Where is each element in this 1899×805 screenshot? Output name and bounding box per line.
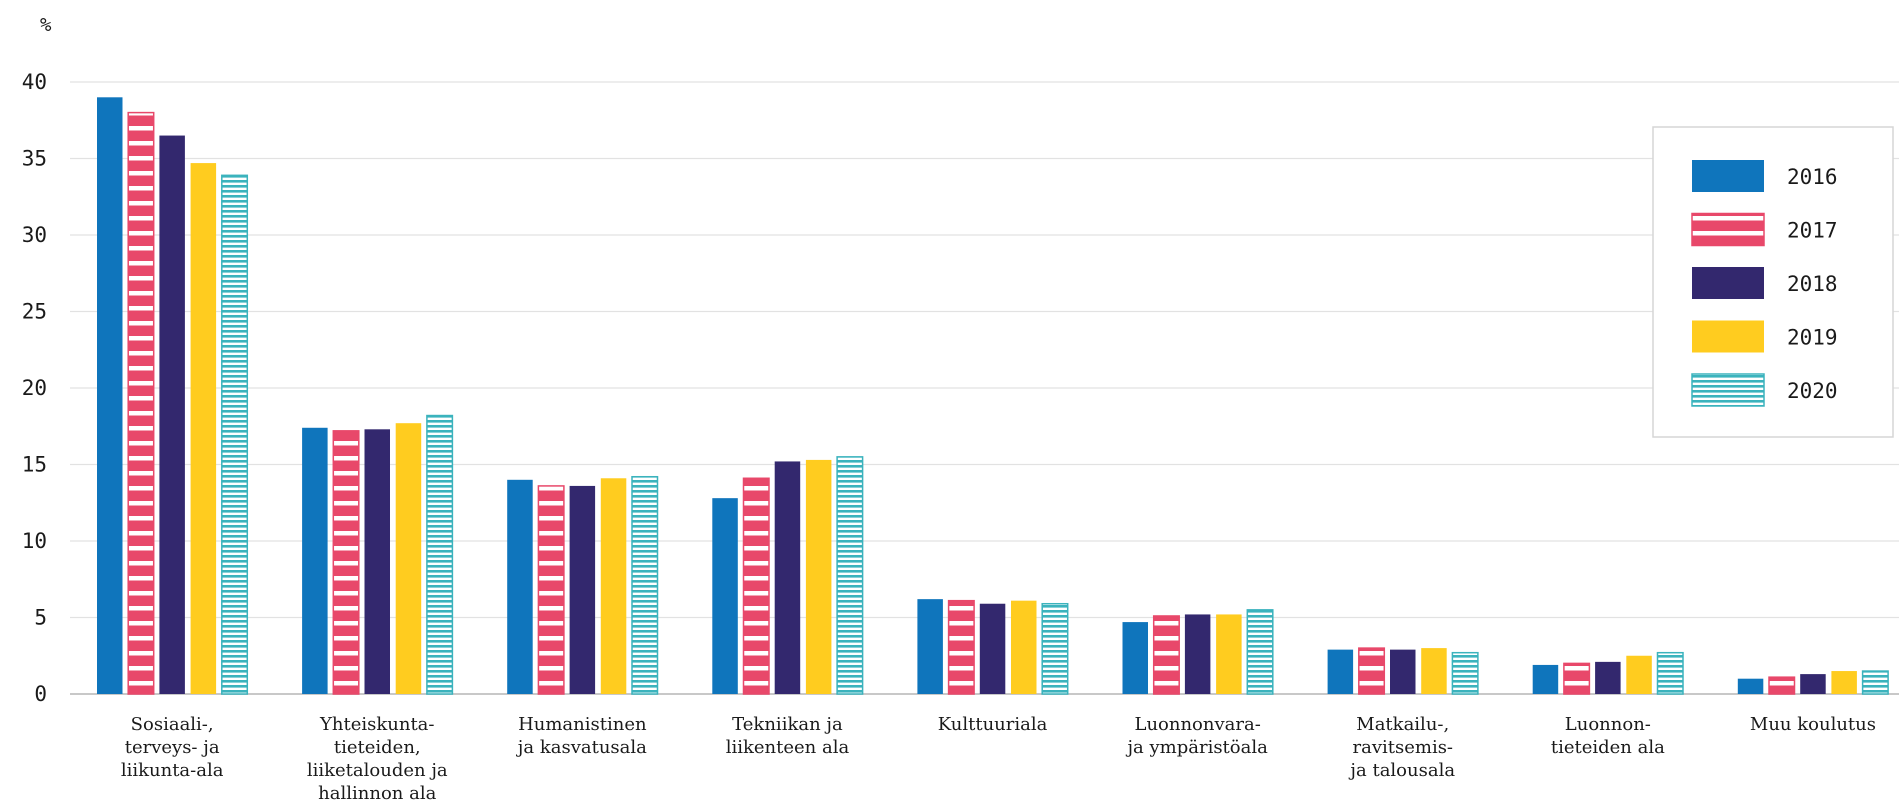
y-tick-label: 10 xyxy=(22,529,47,553)
bar-2016 xyxy=(712,498,738,694)
legend-frame xyxy=(1652,126,1894,438)
x-tick-label: Humanistinen xyxy=(518,714,647,735)
bar-2019 xyxy=(805,459,832,694)
bar-2019 xyxy=(1626,655,1652,694)
bar-2017 xyxy=(127,111,155,695)
bar-2020 xyxy=(1656,651,1684,695)
bar-2018 xyxy=(774,461,801,694)
x-tick-label: Muu koulutus xyxy=(1750,714,1876,735)
x-tick-label: liikenteen ala xyxy=(726,737,850,758)
bar-2018 xyxy=(1800,674,1826,694)
x-tick-label: liiketalouden ja xyxy=(307,760,448,781)
legend-swatch-2019 xyxy=(1692,320,1764,353)
legend-label-2016: 2016 xyxy=(1787,165,1838,189)
bar-2017 xyxy=(947,599,975,695)
x-tick-label: ja talousala xyxy=(1348,760,1455,781)
y-tick-label: 5 xyxy=(34,606,47,630)
x-tick-label: Yhteiskunta- xyxy=(319,714,435,735)
x-tick-label: ravitsemis- xyxy=(1352,737,1453,758)
x-tick-label: liikunta-ala xyxy=(121,760,224,781)
bar-2017 xyxy=(1768,676,1796,695)
y-tick-label: 35 xyxy=(22,147,47,171)
bar-2019 xyxy=(600,478,627,694)
bar-2017 xyxy=(1358,647,1386,695)
x-tick-label: tieteiden ala xyxy=(1551,737,1665,758)
bar-2016 xyxy=(1737,678,1764,694)
y-tick-label: 20 xyxy=(22,376,47,400)
bar-2020 xyxy=(1861,670,1889,695)
x-tick-label: Kulttuuriala xyxy=(938,714,1048,735)
bar-2016 xyxy=(97,97,123,695)
legend-label-2019: 2019 xyxy=(1787,326,1838,350)
bar-2016 xyxy=(917,599,943,694)
legend-swatch-2016 xyxy=(1692,160,1764,192)
legend-label-2018: 2018 xyxy=(1787,272,1838,296)
bar-2018 xyxy=(364,429,390,694)
bar-2018 xyxy=(1184,614,1211,694)
bar-2016 xyxy=(1532,664,1559,694)
bar-2020 xyxy=(1451,651,1479,695)
bar-2016 xyxy=(1122,622,1148,694)
legend-swatch-2020 xyxy=(1691,373,1765,407)
legend-swatch-2017 xyxy=(1691,212,1765,247)
legend-label-2020: 2020 xyxy=(1787,379,1838,403)
x-tick-label: terveys- ja xyxy=(125,737,220,758)
bar-2019 xyxy=(1216,614,1242,694)
bar-2018 xyxy=(569,485,596,694)
bar-2018 xyxy=(979,603,1006,694)
legend-swatch-2018 xyxy=(1692,267,1764,299)
y-tick-label: 25 xyxy=(22,300,47,324)
x-tick-label: Tekniikan ja xyxy=(732,714,843,735)
bar-2018 xyxy=(1390,649,1416,694)
y-tick-label: 40 xyxy=(22,70,47,94)
bar-2018 xyxy=(159,135,185,695)
bar-2020 xyxy=(426,414,454,695)
y-tick-label: 15 xyxy=(22,453,47,477)
legend: 2016 2017 2018 2019 2020 xyxy=(1652,126,1894,438)
bar-2020 xyxy=(221,174,249,695)
x-tick-label: Luonnon- xyxy=(1565,714,1651,735)
bar-2017 xyxy=(332,430,360,695)
x-tick-label: tieteiden, xyxy=(334,737,421,758)
x-tick-label: Luonnonvara- xyxy=(1134,714,1260,735)
y-tick-label: 0 xyxy=(34,682,47,706)
bar-2020 xyxy=(1041,602,1069,695)
y-axis-unit: % xyxy=(40,14,52,36)
bar-2018 xyxy=(1595,661,1621,694)
bar-2017 xyxy=(1563,662,1591,695)
bar-2020 xyxy=(836,456,864,695)
legend-label-2017: 2017 xyxy=(1787,219,1838,243)
bar-2020 xyxy=(631,475,659,695)
bar-2017 xyxy=(537,485,565,695)
x-tick-label: Matkailu-, xyxy=(1356,714,1449,735)
bar-2016 xyxy=(302,427,328,694)
x-tick-label: ja kasvatusala xyxy=(516,737,647,758)
bars xyxy=(97,97,1889,695)
bar-2019 xyxy=(1011,600,1037,694)
y-tick-label: 30 xyxy=(22,223,47,247)
bar-2019 xyxy=(1421,648,1447,694)
legend-items: 2016 2017 2018 2019 2020 xyxy=(1691,160,1838,407)
x-tick-label: ja ympäristöala xyxy=(1125,737,1268,758)
x-tick-label: Sosiaali-, xyxy=(131,714,214,735)
bar-2019 xyxy=(395,423,422,694)
bar-2017 xyxy=(742,477,770,695)
bar-2016 xyxy=(507,479,533,694)
bar-2020 xyxy=(1246,609,1274,695)
x-tick-label: hallinnon ala xyxy=(318,783,436,804)
bar-2016 xyxy=(1327,649,1354,694)
bar-2017 xyxy=(1152,615,1180,695)
bar-2019 xyxy=(1831,671,1857,694)
y-axis-ticks: 0 5 10 15 20 25 30 35 40 xyxy=(22,70,47,706)
bar-2019 xyxy=(190,163,217,695)
